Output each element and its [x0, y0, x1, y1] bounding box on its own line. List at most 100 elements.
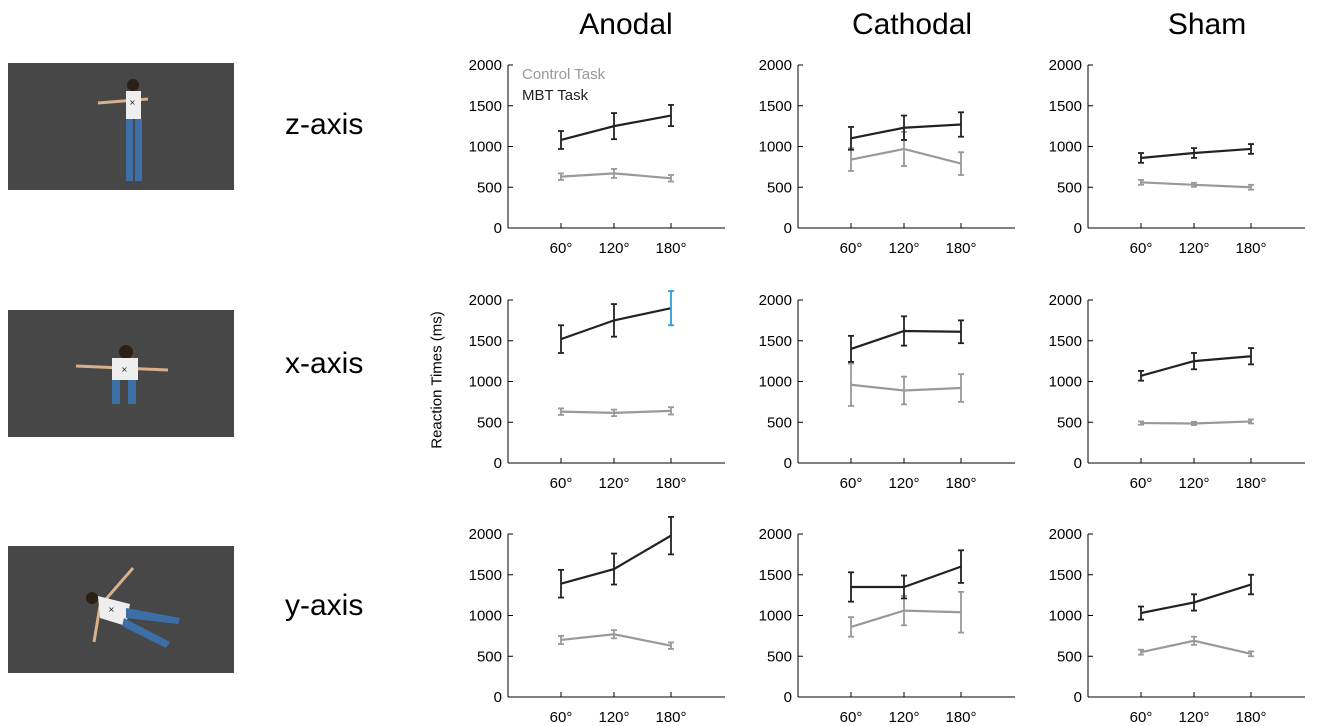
- series-line-control-cathodal-x-axis: [850, 383, 962, 392]
- x-tick-label-cathodal-x-axis: 60°: [840, 475, 863, 492]
- x-tick-label-sham-x-axis: 180°: [1235, 475, 1266, 492]
- y-tick-label-anodal-z-axis: 0: [494, 220, 502, 237]
- series-line-mbt-sham-x-axis: [1140, 355, 1252, 377]
- column-title-sham: Sham: [1167, 8, 1247, 41]
- column-title-anodal: Anodal: [579, 8, 673, 41]
- svg-text:×: ×: [108, 605, 115, 614]
- y-tick-label-sham-x-axis: 0: [1074, 455, 1082, 472]
- y-tick-label-sham-z-axis: 1500: [1049, 98, 1082, 115]
- series-line-mbt-anodal-x-axis: [560, 307, 672, 341]
- y-tick-label-sham-z-axis: 1000: [1049, 139, 1082, 156]
- y-tick-label-anodal-y-axis: 2000: [469, 526, 502, 543]
- y-tick-label-anodal-y-axis: 500: [477, 648, 502, 665]
- y-tick-label-anodal-z-axis: 1000: [469, 139, 502, 156]
- column-title-cathodal: Cathodal: [851, 8, 973, 41]
- y-tick-label-cathodal-y-axis: 2000: [759, 526, 792, 543]
- y-tick-label-cathodal-x-axis: 500: [767, 414, 792, 431]
- y-tick-label-sham-y-axis: 1000: [1049, 608, 1082, 625]
- x-tick-label-anodal-y-axis: 60°: [550, 709, 573, 726]
- y-tick-label-sham-x-axis: 2000: [1049, 292, 1082, 309]
- x-tick-label-anodal-z-axis: 60°: [550, 240, 573, 257]
- y-tick-label-anodal-x-axis: 1000: [469, 374, 502, 391]
- x-tick-label-sham-y-axis: 180°: [1235, 709, 1266, 726]
- y-tick-label-cathodal-x-axis: 2000: [759, 292, 792, 309]
- y-tick-label-anodal-z-axis: 500: [477, 179, 502, 196]
- row-label-x-axis: x-axis: [285, 347, 364, 380]
- series-line-control-anodal-x-axis: [560, 409, 672, 414]
- avatar-thumbnail-x-axis: ×: [8, 310, 234, 437]
- y-tick-label-cathodal-z-axis: 500: [767, 179, 792, 196]
- y-tick-label-anodal-y-axis: 1000: [469, 608, 502, 625]
- y-tick-label-sham-x-axis: 1500: [1049, 333, 1082, 350]
- y-tick-label-sham-x-axis: 1000: [1049, 374, 1082, 391]
- avatar-thumbnail-z-axis: ×: [8, 63, 234, 190]
- y-tick-label-sham-x-axis: 500: [1057, 414, 1082, 431]
- y-tick-label-cathodal-x-axis: 1000: [759, 374, 792, 391]
- y-tick-label-cathodal-z-axis: 2000: [759, 57, 792, 74]
- y-tick-label-anodal-y-axis: 0: [494, 689, 502, 706]
- y-tick-label-anodal-y-axis: 1500: [469, 567, 502, 584]
- x-tick-label-anodal-z-axis: 120°: [598, 240, 629, 257]
- y-tick-label-cathodal-x-axis: 1500: [759, 333, 792, 350]
- y-tick-label-cathodal-y-axis: 1000: [759, 608, 792, 625]
- series-line-mbt-sham-z-axis: [1140, 147, 1252, 160]
- y-tick-label-anodal-x-axis: 0: [494, 455, 502, 472]
- x-tick-label-cathodal-z-axis: 60°: [840, 240, 863, 257]
- row-label-y-axis: y-axis: [285, 589, 364, 622]
- row-label-z-axis: z-axis: [285, 108, 364, 141]
- y-tick-label-anodal-z-axis: 1500: [469, 98, 502, 115]
- x-tick-label-sham-x-axis: 120°: [1178, 475, 1209, 492]
- y-tick-label-anodal-x-axis: 2000: [469, 292, 502, 309]
- x-tick-label-cathodal-x-axis: 120°: [888, 475, 919, 492]
- x-tick-label-sham-z-axis: 60°: [1130, 240, 1153, 257]
- y-tick-label-sham-y-axis: 0: [1074, 689, 1082, 706]
- x-tick-label-anodal-x-axis: 120°: [598, 475, 629, 492]
- y-tick-label-anodal-x-axis: 500: [477, 414, 502, 431]
- y-tick-label-cathodal-y-axis: 500: [767, 648, 792, 665]
- y-tick-label-sham-z-axis: 2000: [1049, 57, 1082, 74]
- series-line-control-anodal-y-axis: [560, 633, 672, 647]
- y-tick-label-anodal-z-axis: 2000: [469, 57, 502, 74]
- x-tick-label-anodal-x-axis: 60°: [550, 475, 573, 492]
- x-tick-label-anodal-y-axis: 120°: [598, 709, 629, 726]
- x-tick-label-anodal-z-axis: 180°: [655, 240, 686, 257]
- y-tick-label-sham-z-axis: 500: [1057, 179, 1082, 196]
- svg-text:×: ×: [129, 98, 136, 107]
- x-tick-label-cathodal-z-axis: 180°: [945, 240, 976, 257]
- series-line-mbt-anodal-z-axis: [560, 114, 672, 142]
- y-tick-label-cathodal-z-axis: 0: [784, 220, 792, 237]
- y-tick-label-sham-y-axis: 2000: [1049, 526, 1082, 543]
- series-line-control-sham-y-axis: [1140, 639, 1252, 655]
- x-tick-label-sham-z-axis: 180°: [1235, 240, 1266, 257]
- y-tick-label-cathodal-z-axis: 1500: [759, 98, 792, 115]
- x-tick-label-sham-x-axis: 60°: [1130, 475, 1153, 492]
- x-tick-label-sham-y-axis: 120°: [1178, 709, 1209, 726]
- y-tick-label-cathodal-x-axis: 0: [784, 455, 792, 472]
- y-tick-label-sham-y-axis: 1500: [1049, 567, 1082, 584]
- x-tick-label-cathodal-z-axis: 120°: [888, 240, 919, 257]
- y-tick-label-cathodal-y-axis: 0: [784, 689, 792, 706]
- svg-text:×: ×: [121, 365, 128, 374]
- avatar-thumbnail-y-axis: ×: [8, 546, 234, 673]
- series-line-control-cathodal-z-axis: [850, 147, 962, 165]
- x-tick-label-sham-z-axis: 120°: [1178, 240, 1209, 257]
- series-line-mbt-cathodal-y-axis: [851, 565, 962, 589]
- y-tick-label-anodal-x-axis: 1500: [469, 333, 502, 350]
- x-tick-label-cathodal-y-axis: 180°: [945, 709, 976, 726]
- y-tick-label-sham-z-axis: 0: [1074, 220, 1082, 237]
- series-line-mbt-sham-y-axis: [1140, 583, 1252, 615]
- y-tick-label-sham-y-axis: 500: [1057, 648, 1082, 665]
- x-tick-label-cathodal-y-axis: 60°: [840, 709, 863, 726]
- series-line-mbt-anodal-y-axis: [560, 534, 672, 585]
- x-tick-label-cathodal-y-axis: 120°: [888, 709, 919, 726]
- y-tick-label-cathodal-z-axis: 1000: [759, 139, 792, 156]
- x-tick-label-sham-y-axis: 60°: [1130, 709, 1153, 726]
- avatar-standing-icon: ×: [8, 63, 234, 190]
- legend-control-task: Control Task: [522, 66, 606, 83]
- x-tick-label-cathodal-x-axis: 180°: [945, 475, 976, 492]
- x-tick-label-anodal-y-axis: 180°: [655, 709, 686, 726]
- y-tick-label-cathodal-y-axis: 1500: [759, 567, 792, 584]
- avatar-forward-tilt-icon: ×: [8, 310, 234, 437]
- legend-mbt-task: MBT Task: [522, 87, 589, 104]
